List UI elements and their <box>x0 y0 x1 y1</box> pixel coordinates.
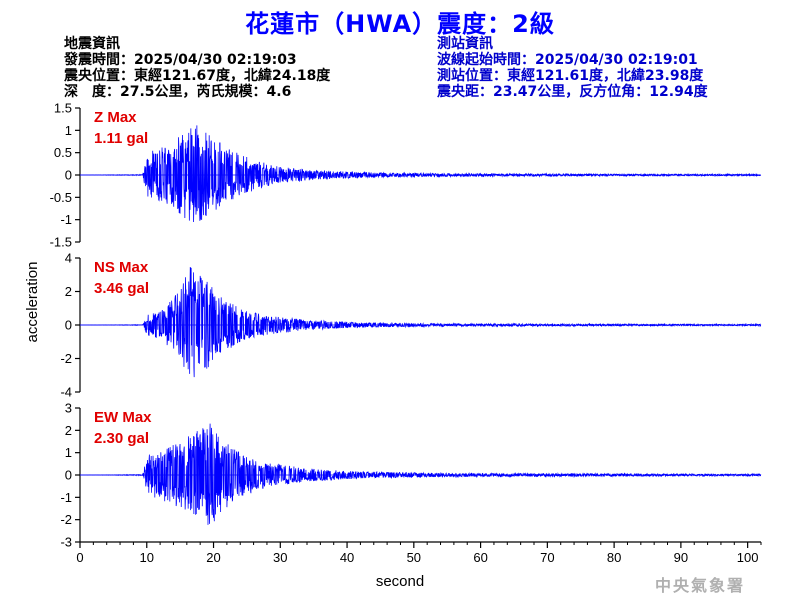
y-tick-label: -1.5 <box>50 235 72 250</box>
y-tick-label: -1 <box>60 212 72 227</box>
x-tick-label: 20 <box>206 550 220 565</box>
y-tick-label: -2 <box>60 512 72 527</box>
x-tick-label: 30 <box>273 550 287 565</box>
epicenter-location: 震央位置：東經121.67度，北緯24.18度 <box>64 68 331 84</box>
panel-z: -1.5 -1 -0.5 0 0.5 1 1.5 Z Max 1.11 gal <box>50 101 762 250</box>
agency-footer: 中央氣象署 <box>655 576 746 595</box>
y-tick-label: 0 <box>65 468 72 483</box>
panel-ew: -3 -2 -1 0 1 2 3 EW Max 2.30 gal <box>60 401 762 550</box>
y-tick-label: 0.5 <box>54 145 72 160</box>
x-tick-label: 90 <box>674 550 688 565</box>
x-tick-label: 70 <box>540 550 554 565</box>
x-tick-label: 100 <box>737 550 759 565</box>
page-title: 花蓮市（HWA）震度：2級 <box>245 10 555 38</box>
event-info: 地震資訊 發震時間：2025/04/30 02:19:03 震央位置：東經121… <box>64 36 330 100</box>
station-info-heading: 測站資訊 <box>437 36 493 52</box>
x-tick-label: 60 <box>473 550 487 565</box>
x-tick-label: 40 <box>340 550 354 565</box>
y-tick-label: -3 <box>60 535 72 550</box>
y-tick-label: -4 <box>60 385 72 400</box>
x-tick-label: 50 <box>407 550 421 565</box>
panel-ns: -4 -2 0 2 4 NS Max 3.46 gal <box>60 251 762 400</box>
y-tick-label: 1 <box>65 445 72 460</box>
x-tick-label: 80 <box>607 550 621 565</box>
onset-time: 波線起始時間：2025/04/30 02:19:01 <box>437 52 698 68</box>
y-tick-label: -2 <box>60 351 72 366</box>
y-tick-label: 0 <box>65 318 72 333</box>
y-tick-label: 0 <box>65 168 72 183</box>
y-tick-label: -0.5 <box>50 190 72 205</box>
origin-time: 發震時間：2025/04/30 02:19:03 <box>64 52 297 68</box>
y-tick-label: 1 <box>65 123 72 138</box>
panels-layer: -1.5 -1 -0.5 0 0.5 1 1.5 Z Max 1.11 gal -4 -2 0 2 4 NS… <box>50 101 762 550</box>
waveform-ew <box>80 423 762 525</box>
y-tick-label: 4 <box>65 251 72 266</box>
y-tick-label: 2 <box>65 423 72 438</box>
y-tick-label: -1 <box>60 490 72 505</box>
max-label-component: EW Max <box>94 409 152 426</box>
x-axis-title: second <box>376 573 424 590</box>
max-label-value: 1.11 gal <box>94 130 148 147</box>
max-label-value: 3.46 gal <box>94 280 149 297</box>
waveform-ns <box>80 267 762 378</box>
epicentral-distance: 震央距：23.47公里，反方位角：12.94度 <box>437 84 708 100</box>
y-tick-label: 2 <box>65 284 72 299</box>
max-label-value: 2.30 gal <box>94 430 149 447</box>
y-tick-label: 3 <box>65 401 72 416</box>
y-tick-label: 1.5 <box>54 101 72 116</box>
max-label-component: NS Max <box>94 259 149 276</box>
station-location: 測站位置：東經121.61度，北緯23.98度 <box>437 68 704 84</box>
waveform-z <box>80 125 762 223</box>
x-tick-label: 0 <box>76 550 83 565</box>
depth-magnitude: 深 度：27.5公里，芮氏規模：4.6 <box>64 84 292 100</box>
y-axis-title: acceleration <box>24 262 41 343</box>
x-axis: 0 10 20 30 40 50 60 70 80 90 100 <box>76 541 762 565</box>
station-info: 測站資訊 波線起始時間：2025/04/30 02:19:01 測站位置：東經1… <box>437 36 708 100</box>
max-label-component: Z Max <box>94 109 137 126</box>
event-info-heading: 地震資訊 <box>64 36 120 52</box>
x-tick-label: 10 <box>140 550 154 565</box>
